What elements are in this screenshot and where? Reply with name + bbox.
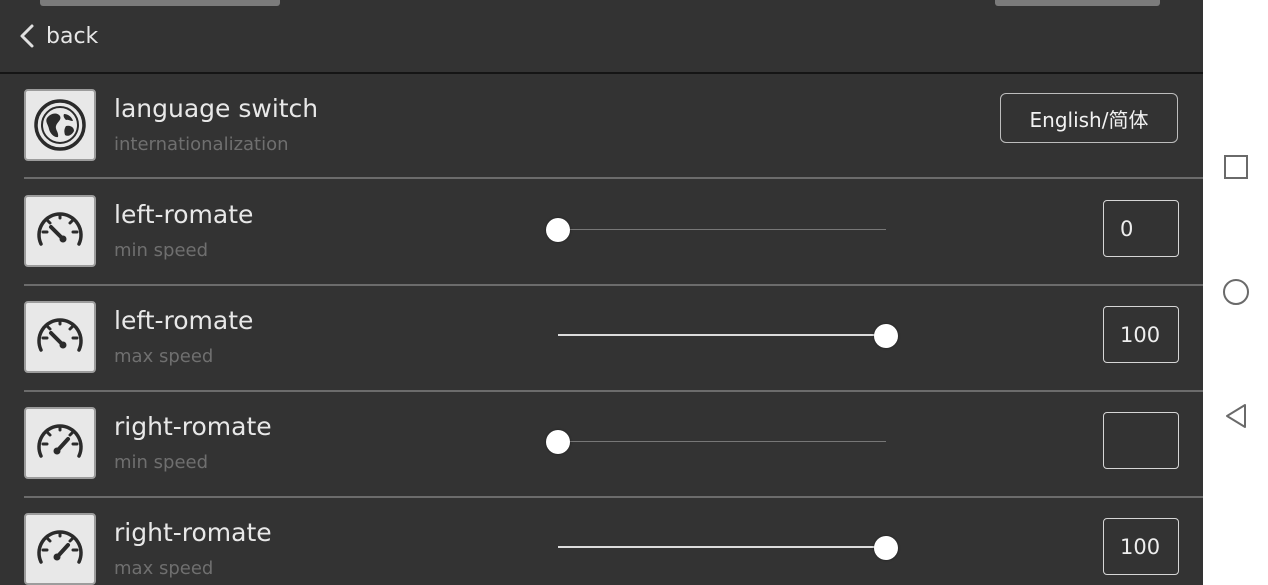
nav-back-button[interactable] <box>1219 399 1253 433</box>
speed-slider[interactable] <box>546 218 886 242</box>
setting-title: right-romate <box>114 518 272 547</box>
recents-button[interactable] <box>1219 150 1253 184</box>
speed-value-input[interactable]: 100 <box>1103 306 1179 363</box>
setting-row-right-min-speed: right-romate min speed <box>0 392 1203 498</box>
status-bar <box>0 0 1203 6</box>
speed-slider[interactable] <box>558 324 898 348</box>
setting-row-right-max-speed: right-romate max speed 100 <box>0 498 1203 585</box>
slider-thumb[interactable] <box>546 218 570 242</box>
divider <box>24 390 1203 392</box>
back-label: back <box>46 23 99 49</box>
home-circle-icon <box>1223 279 1249 305</box>
setting-row-left-max-speed: left-romate max speed 100 <box>0 286 1203 392</box>
setting-title: left-romate <box>114 200 254 229</box>
speed-slider[interactable] <box>546 430 886 454</box>
setting-subtitle: max speed <box>114 558 214 579</box>
setting-title: language switch <box>114 94 319 123</box>
speed-value-input[interactable]: 0 <box>1103 200 1179 257</box>
recents-square-icon <box>1224 155 1248 179</box>
back-button[interactable]: back <box>16 20 98 52</box>
speed-value-input[interactable] <box>1103 412 1179 469</box>
globe-icon <box>24 89 96 161</box>
chevron-left-icon <box>20 24 34 48</box>
home-button[interactable] <box>1219 275 1253 309</box>
setting-row-language: language switch internationalization Eng… <box>0 74 1203 180</box>
header: back <box>0 0 1203 74</box>
slider-fill <box>558 546 886 548</box>
settings-screen: back language switch internationalizatio… <box>0 0 1203 585</box>
slider-track <box>558 229 886 230</box>
speedometer-low-icon <box>24 195 96 267</box>
divider <box>24 496 1203 498</box>
slider-fill <box>558 334 886 336</box>
setting-row-left-min-speed: left-romate min speed 0 <box>0 180 1203 286</box>
speedometer-high-icon <box>24 513 96 585</box>
speedometer-low-icon <box>24 301 96 373</box>
system-navigation-bar <box>1203 0 1268 585</box>
back-triangle-icon <box>1226 404 1246 428</box>
speed-slider[interactable] <box>558 536 898 560</box>
slider-thumb[interactable] <box>874 324 898 348</box>
speed-value-input[interactable]: 100 <box>1103 518 1179 575</box>
slider-thumb[interactable] <box>874 536 898 560</box>
divider <box>24 177 1203 179</box>
slider-track <box>558 441 886 442</box>
language-switch-button[interactable]: English/简体 <box>1000 93 1178 143</box>
setting-subtitle: internationalization <box>114 134 289 155</box>
slider-thumb[interactable] <box>546 430 570 454</box>
setting-title: right-romate <box>114 412 272 441</box>
setting-subtitle: max speed <box>114 346 214 367</box>
setting-subtitle: min speed <box>114 452 209 473</box>
divider <box>24 284 1203 286</box>
speedometer-high-icon <box>24 407 96 479</box>
setting-title: left-romate <box>114 306 254 335</box>
setting-subtitle: min speed <box>114 240 209 261</box>
